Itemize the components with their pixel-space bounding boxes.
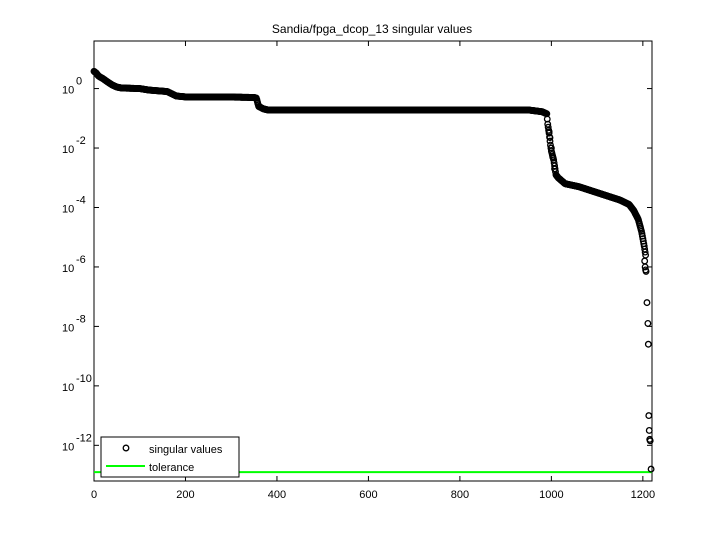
y-tick-label-base: 10 [62,85,74,97]
y-tick-label-base: 10 [62,203,74,215]
x-tick-label: 1000 [539,489,563,501]
singular-value-point [547,144,555,152]
axis-ticks [93,41,652,481]
legend-label-tolerance: tolerance [149,462,194,474]
singular-value-point [642,267,650,275]
y-tick-label-exponent: -12 [76,432,92,444]
singular-value-point [549,153,557,161]
x-tick-label: 200 [176,489,194,501]
y-tick-label-base: 10 [62,382,74,394]
y-tick-label-base: 10 [62,322,74,334]
x-tick-label: 800 [451,489,469,501]
y-tick-label-exponent: -2 [76,135,86,147]
y-tick-label: 10-10 [62,373,92,394]
y-tick-label-exponent: -6 [76,254,86,266]
y-tick-label: 10-12 [62,432,92,453]
y-tick-label: 10-8 [62,313,86,334]
plot-area [93,40,653,482]
singular-value-point [643,299,651,307]
y-tick-label-base: 10 [62,263,74,275]
y-tick-label-base: 10 [62,441,74,453]
x-tick-label: 600 [359,489,377,501]
singular-value-point [546,134,554,142]
y-tick-label-base: 10 [62,144,74,156]
y-tick-label: 100 [62,76,82,97]
y-tick-label: 10-2 [62,135,86,156]
y-tick-label: 10-4 [62,194,86,215]
singular-values-series [90,67,655,473]
singular-value-point [645,427,653,434]
singular-value-point [645,412,653,420]
singular-value-point [644,340,652,348]
legend-label-singular-values: singular values [149,444,223,456]
singular-value-point [644,319,652,327]
x-tick-label: 0 [91,489,97,501]
singular-value-point [551,165,559,173]
legend-box [100,436,240,478]
singular-value-point [647,465,655,473]
legend: singular values tolerance [100,436,240,478]
legend-marker-singular-values [122,444,130,452]
singular-value-point [641,263,649,271]
singular-value-point [546,137,554,145]
y-tick-label-exponent: 0 [76,76,82,88]
x-tick-label: 400 [268,489,286,501]
y-tick-label: 10-6 [62,254,86,275]
x-tick-labels: 0 200 400 600 800 1000 1200 [91,489,655,501]
chart-title: Sandia/fpga_dcop_13 singular values [272,22,472,36]
y-tick-label-exponent: -10 [76,373,92,385]
singular-value-point [646,437,654,445]
y-tick-label-exponent: -8 [76,313,86,325]
y-tick-label-exponent: -4 [76,194,86,206]
x-tick-label: 1200 [631,489,655,501]
singular-value-point [641,248,649,256]
